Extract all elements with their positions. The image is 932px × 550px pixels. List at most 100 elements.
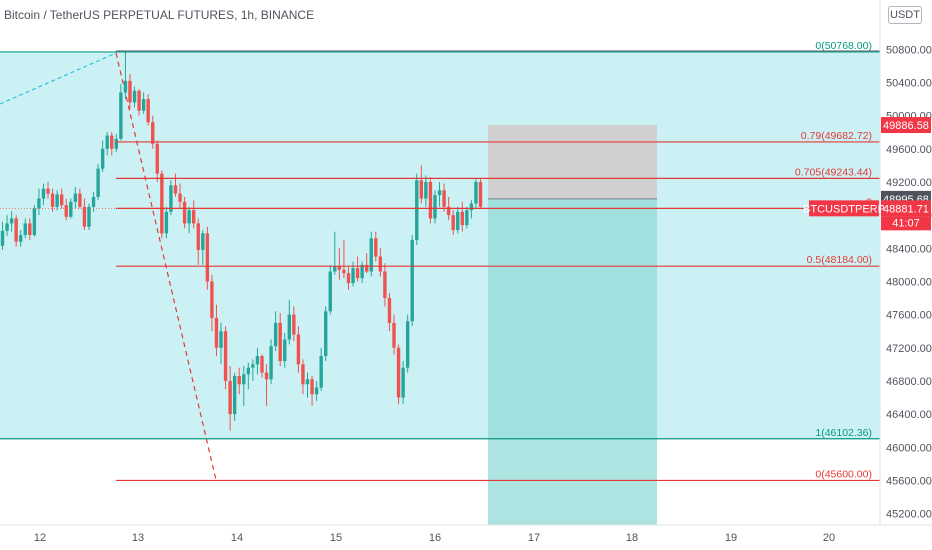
candle-body [251, 364, 255, 368]
countdown-badge: 41:07 [881, 216, 931, 231]
candle-body [292, 314, 296, 335]
candle [32, 205, 37, 237]
currency-selector[interactable]: USDT [888, 6, 922, 24]
y-tick-label: 46000.00 [886, 442, 932, 454]
candle [469, 200, 474, 219]
candle-body [237, 375, 241, 385]
candle [110, 132, 114, 156]
candle [196, 218, 200, 265]
candle-body [351, 268, 355, 284]
candle [210, 274, 214, 332]
candle-body [314, 387, 319, 395]
candle-body [5, 223, 9, 231]
candle [164, 206, 169, 239]
candle-body [23, 223, 27, 236]
candle [369, 231, 373, 277]
candle [146, 94, 150, 126]
candle-body [474, 181, 478, 204]
candle-body [137, 90, 141, 111]
candle-body [451, 215, 455, 231]
candle-body [151, 122, 155, 144]
candle [105, 132, 109, 156]
y-tick-label: 48000.00 [886, 276, 932, 288]
candle-body [69, 201, 73, 217]
y-tick-label: 45200.00 [886, 509, 932, 521]
fib-level-label: 0.79(49682.72) [801, 130, 872, 142]
candle [333, 231, 337, 275]
candle [132, 86, 137, 108]
candle-body [87, 206, 91, 227]
candle [69, 198, 73, 219]
candle [310, 375, 314, 406]
candle-body [160, 173, 164, 234]
fib-level-label: 1(46102.36) [815, 427, 872, 439]
candle-body [405, 321, 410, 368]
candle [451, 210, 455, 236]
candle-body [114, 138, 119, 149]
candle [205, 226, 210, 290]
candle [59, 188, 64, 209]
candle-body [228, 380, 232, 415]
candle-body [201, 233, 205, 250]
candle [296, 326, 301, 373]
candle-body [456, 211, 460, 231]
symbol-badge-bg [809, 200, 879, 217]
candle [78, 188, 82, 209]
candle [0, 221, 5, 250]
candle [465, 206, 469, 229]
candle-body [187, 210, 191, 224]
candle [128, 74, 132, 109]
candle [46, 181, 50, 199]
candles-layer [0, 51, 483, 431]
candle [123, 51, 128, 100]
candle [378, 248, 383, 277]
fib-level-label: 0.705(49243.44) [795, 166, 872, 178]
candle-body [287, 314, 291, 340]
candle [419, 165, 424, 204]
candle [182, 196, 187, 229]
profit-target-zone [488, 198, 657, 525]
candle [64, 198, 68, 221]
candle-body [387, 298, 392, 323]
candle-body [169, 185, 173, 212]
candle-body [255, 356, 260, 365]
candle-body [205, 233, 210, 282]
candle-body [319, 356, 323, 388]
candle [237, 367, 241, 395]
candle-body [59, 194, 64, 206]
candle-body [392, 322, 396, 348]
candle-body [19, 235, 23, 242]
candle [273, 311, 278, 352]
candle-body [119, 92, 123, 139]
stop-price-badge-text: 49886.58 [883, 120, 929, 132]
stop-loss-zone [488, 125, 657, 199]
y-tick-label: 45600.00 [886, 475, 932, 487]
candle [201, 230, 205, 265]
candle [433, 190, 437, 224]
candle [324, 306, 328, 362]
candle-body [196, 223, 200, 250]
candle-body [41, 188, 46, 199]
candle [360, 261, 364, 284]
candle [251, 359, 255, 381]
candle [173, 173, 178, 197]
candle-body [14, 218, 18, 242]
fib-level-label: 0.5(48184.00) [807, 254, 872, 266]
candle [41, 183, 46, 206]
candle [283, 332, 287, 368]
candle-body [428, 181, 433, 219]
candle [287, 299, 291, 345]
candle-body [437, 190, 442, 196]
candle [5, 215, 9, 236]
candle-body [164, 211, 169, 234]
candle [178, 183, 182, 209]
candle [410, 235, 414, 327]
candle-body [242, 374, 246, 385]
candle [100, 140, 105, 173]
x-tick-label: 12 [34, 532, 46, 544]
countdown-badge-text: 41:07 [892, 217, 920, 229]
candle-body [192, 210, 196, 224]
candle [456, 206, 460, 234]
